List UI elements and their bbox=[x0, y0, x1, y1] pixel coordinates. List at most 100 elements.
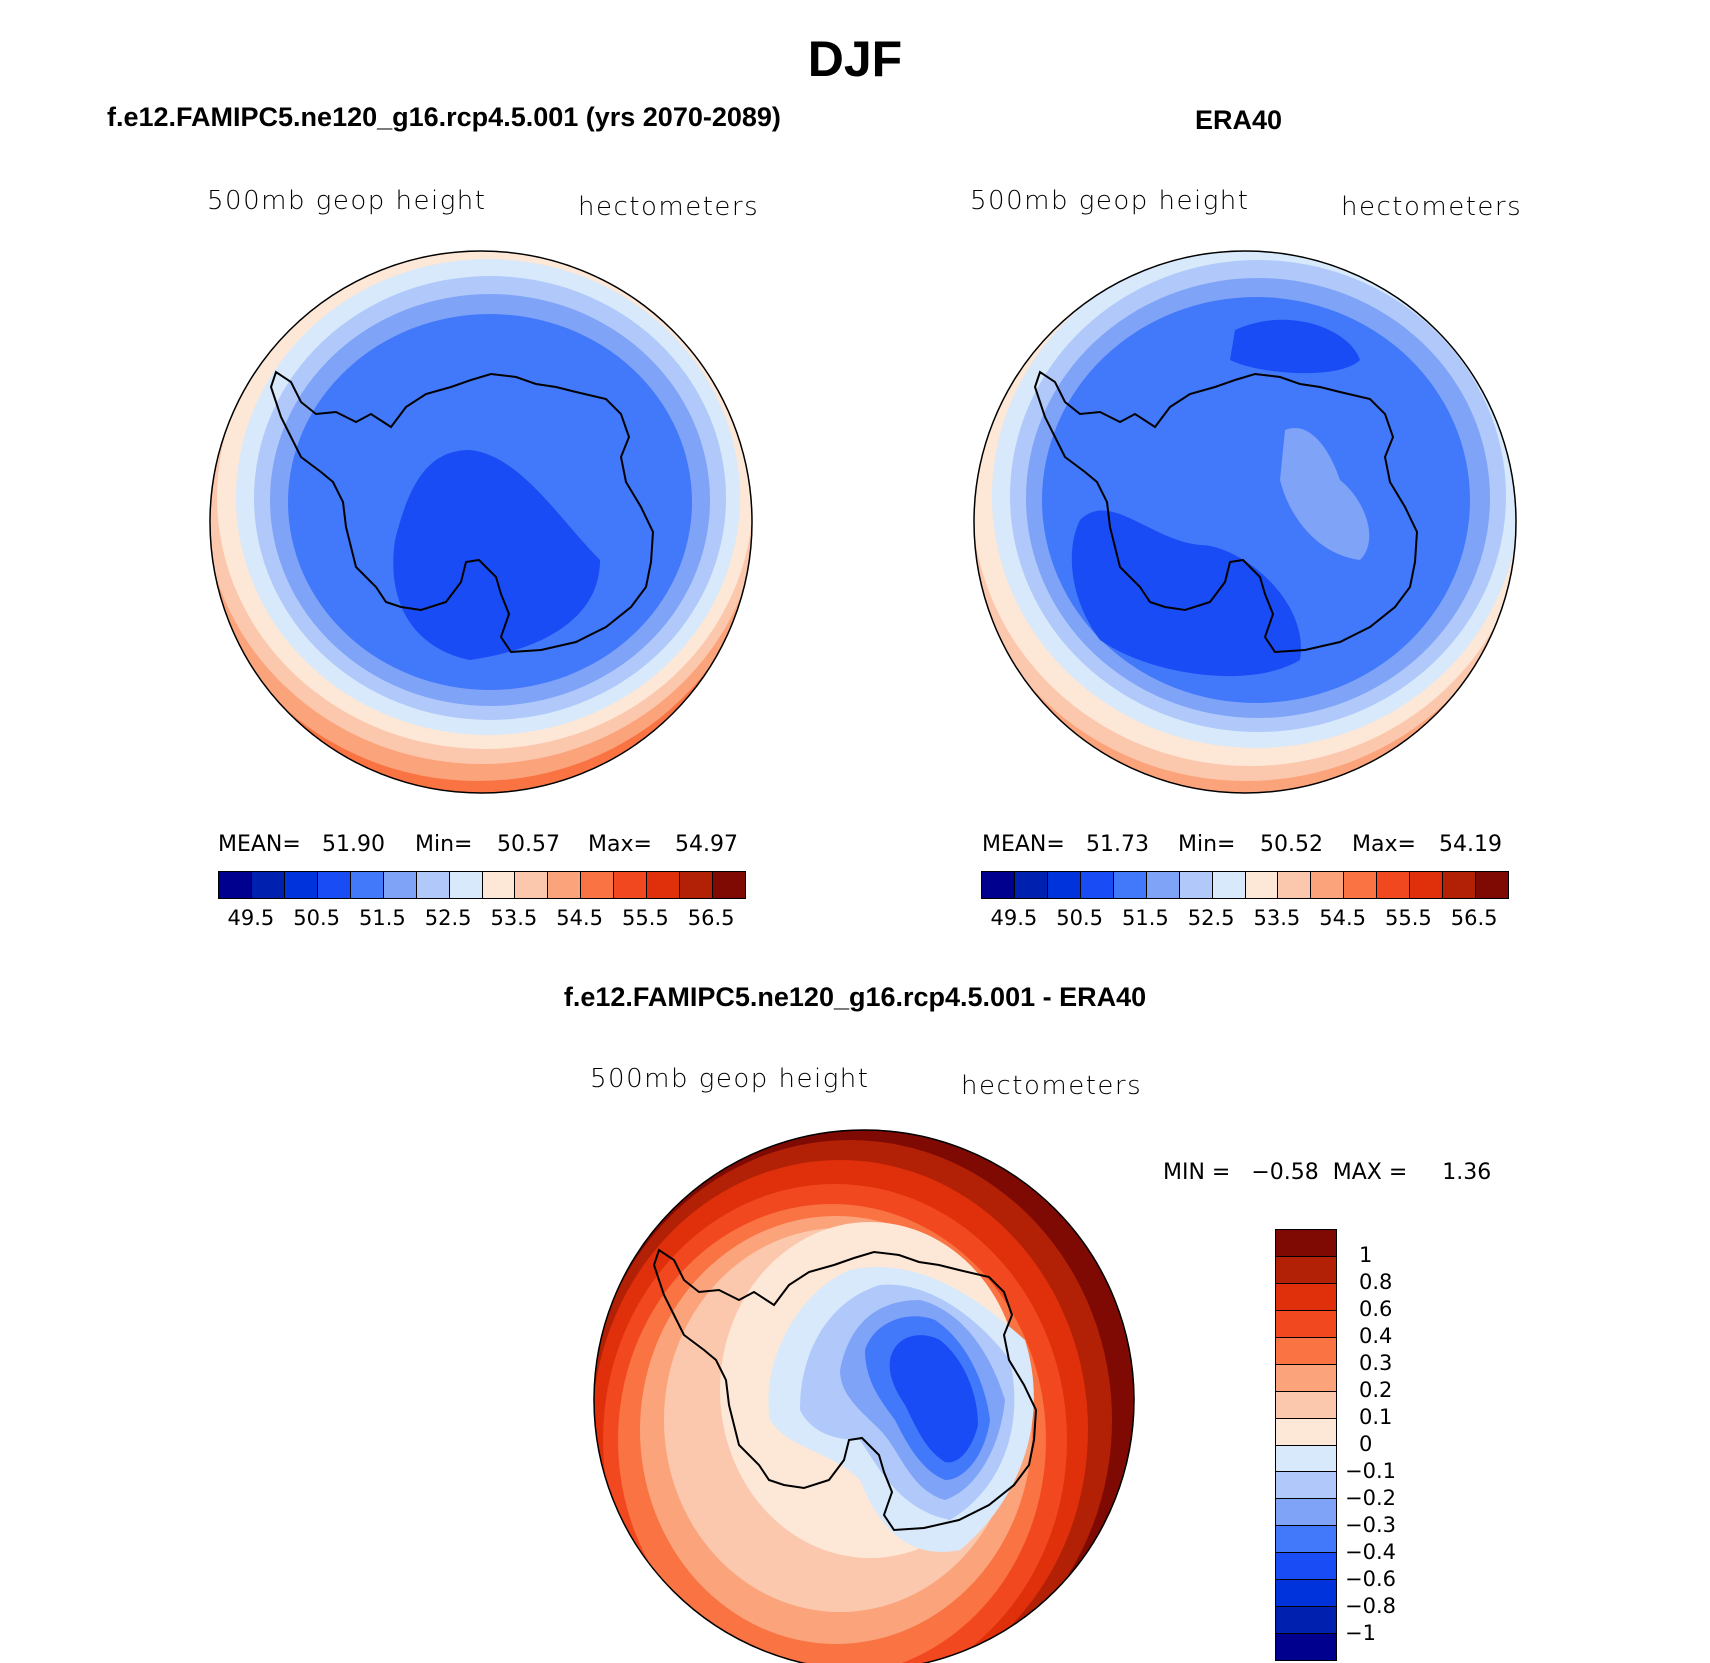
colorbar-tick-label: 0.6 bbox=[1359, 1297, 1393, 1321]
colorbar-tick-label: 0.1 bbox=[1359, 1405, 1393, 1429]
colorbar-swatch bbox=[1013, 872, 1047, 898]
colorbar-swatch bbox=[1442, 872, 1476, 898]
colorbar-swatch bbox=[1310, 872, 1344, 898]
colorbar-tick-label: 54.5 bbox=[556, 906, 603, 930]
colorbar-swatch bbox=[1276, 1255, 1336, 1283]
colorbar-swatch bbox=[580, 872, 614, 898]
colorbar-swatch bbox=[1276, 1471, 1336, 1499]
obs-variable-label: 500mb geop height bbox=[970, 186, 1250, 216]
diff-field-bands bbox=[594, 1130, 1134, 1663]
obs-min-value: 50.52 bbox=[1260, 832, 1323, 857]
colorbar-swatch bbox=[1343, 872, 1377, 898]
model-mean-value: 51.90 bbox=[322, 832, 385, 857]
diff-panel-title: f.e12.FAMIPC5.ne120_g16.rcp4.5.001 - ERA… bbox=[563, 982, 1147, 1012]
colorbar-tick-label: 0.2 bbox=[1359, 1378, 1393, 1402]
colorbar-swatch bbox=[1112, 872, 1146, 898]
colorbar-swatch bbox=[712, 872, 745, 898]
colorbar-tick-label: 52.5 bbox=[1187, 906, 1235, 930]
colorbar-swatch bbox=[1276, 1336, 1336, 1364]
model-panel-title: f.e12.FAMIPC5.ne120_g16.rcp4.5.001 (yrs … bbox=[107, 102, 781, 132]
model-max-label: Max= bbox=[588, 832, 652, 857]
diff-units-label: hectometers bbox=[961, 1071, 1143, 1101]
model-mean-label: MEAN= bbox=[218, 832, 301, 857]
model-variable-label: 500mb geop height bbox=[207, 186, 487, 216]
model-field-bands bbox=[210, 251, 752, 793]
colorbar-swatch bbox=[1178, 872, 1212, 898]
colorbar-tick-label: −0.8 bbox=[1345, 1594, 1396, 1618]
colorbar-swatch bbox=[547, 872, 581, 898]
colorbar-tick-label: 0.8 bbox=[1359, 1270, 1393, 1294]
obs-units-label: hectometers bbox=[1341, 192, 1523, 222]
colorbar-swatch bbox=[1277, 872, 1311, 898]
colorbar-swatch bbox=[1276, 1525, 1336, 1553]
colorbar-swatch bbox=[316, 872, 350, 898]
obs-min-label: Min= bbox=[1178, 832, 1236, 857]
colorbar-tick-label: 55.5 bbox=[1384, 906, 1432, 930]
model-units-label: hectometers bbox=[578, 192, 760, 222]
colorbar-tick-label: 54.5 bbox=[1319, 906, 1366, 930]
colorbar-swatch bbox=[1276, 1309, 1336, 1337]
model-min-label: Min= bbox=[415, 832, 473, 857]
obs-max-label: Max= bbox=[1352, 832, 1416, 857]
diff-colorbar bbox=[1275, 1229, 1337, 1661]
colorbar-tick-label: 1 bbox=[1359, 1243, 1373, 1267]
model-min-value: 50.57 bbox=[497, 832, 560, 857]
colorbar-tick-label: 0.3 bbox=[1359, 1351, 1393, 1375]
colorbar-tick-label: −0.2 bbox=[1345, 1486, 1396, 1510]
colorbar-swatch bbox=[283, 872, 317, 898]
colorbar-swatch bbox=[1046, 872, 1080, 898]
colorbar-swatch bbox=[1244, 872, 1278, 898]
obs-colorbar bbox=[981, 871, 1509, 899]
colorbar-tick-label: 53.5 bbox=[1253, 906, 1301, 930]
colorbar-tick-label: −0.6 bbox=[1345, 1567, 1396, 1591]
colorbar-swatch bbox=[1276, 1444, 1336, 1472]
colorbar-swatch bbox=[1376, 872, 1410, 898]
model-colorbar bbox=[218, 871, 746, 899]
colorbar-swatch bbox=[1145, 872, 1179, 898]
colorbar-swatch bbox=[250, 872, 284, 898]
colorbar-tick-label: 55.5 bbox=[621, 906, 669, 930]
obs-panel-title: ERA40 bbox=[1195, 105, 1283, 135]
colorbar-swatch bbox=[481, 872, 515, 898]
model-colorbar-labels: 49.5 50.5 51.5 52.5 53.5 54.5 55.5 56.5 bbox=[218, 906, 744, 932]
colorbar-swatch bbox=[1409, 872, 1443, 898]
colorbar-tick-label: 51.5 bbox=[358, 906, 406, 930]
colorbar-tick-label: 0 bbox=[1359, 1432, 1373, 1456]
colorbar-swatch bbox=[1211, 872, 1245, 898]
colorbar-tick-label: 56.5 bbox=[1450, 906, 1498, 930]
colorbar-swatch bbox=[1276, 1230, 1336, 1256]
colorbar-swatch bbox=[1276, 1363, 1336, 1391]
colorbar-tick-label: 49.5 bbox=[227, 906, 275, 930]
colorbar-tick-label: 51.5 bbox=[1121, 906, 1169, 930]
figure-title: DJF bbox=[807, 31, 903, 87]
colorbar-tick-label: 49.5 bbox=[990, 906, 1038, 930]
colorbar-tick-label: 0.4 bbox=[1359, 1324, 1393, 1348]
colorbar-swatch bbox=[448, 872, 482, 898]
colorbar-swatch bbox=[219, 872, 251, 898]
colorbar-swatch bbox=[613, 872, 647, 898]
colorbar-tick-label: 52.5 bbox=[424, 906, 472, 930]
obs-mean-value: 51.73 bbox=[1086, 832, 1149, 857]
colorbar-tick-label: −0.3 bbox=[1345, 1513, 1396, 1537]
colorbar-swatch bbox=[1276, 1282, 1336, 1310]
colorbar-swatch bbox=[1276, 1606, 1336, 1634]
colorbar-tick-label: −0.4 bbox=[1345, 1540, 1396, 1564]
colorbar-tick-label: 50.5 bbox=[1056, 906, 1103, 930]
colorbar-swatch bbox=[415, 872, 449, 898]
colorbar-swatch bbox=[1276, 1390, 1336, 1418]
colorbar-swatch bbox=[1276, 1417, 1336, 1445]
colorbar-swatch bbox=[1079, 872, 1113, 898]
colorbar-swatch bbox=[514, 872, 548, 898]
colorbar-swatch bbox=[1276, 1498, 1336, 1526]
colorbar-tick-label: 53.5 bbox=[490, 906, 538, 930]
obs-mean-label: MEAN= bbox=[982, 832, 1065, 857]
colorbar-tick-label: −1 bbox=[1345, 1621, 1376, 1645]
colorbar-swatch bbox=[982, 872, 1014, 898]
colorbar-swatch bbox=[1475, 872, 1508, 898]
colorbar-swatch bbox=[382, 872, 416, 898]
colorbar-swatch bbox=[349, 872, 383, 898]
colorbar-swatch bbox=[1276, 1633, 1336, 1660]
colorbar-tick-label: 56.5 bbox=[687, 906, 735, 930]
obs-max-value: 54.19 bbox=[1439, 832, 1502, 857]
model-max-value: 54.97 bbox=[675, 832, 738, 857]
